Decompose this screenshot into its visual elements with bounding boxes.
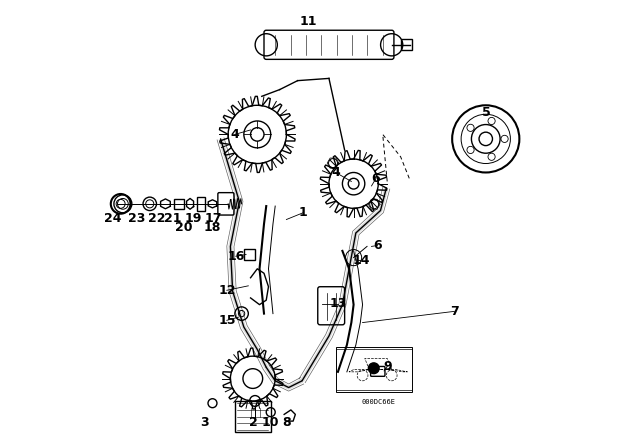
Bar	[244, 249, 255, 260]
Text: 11: 11	[300, 15, 317, 28]
Bar	[235, 401, 271, 432]
Text: 7: 7	[450, 305, 459, 318]
Text: 16: 16	[227, 250, 244, 263]
Text: 12: 12	[218, 284, 236, 297]
Text: 22: 22	[148, 212, 165, 225]
Text: 2: 2	[250, 415, 258, 429]
Text: 9: 9	[383, 360, 392, 373]
Text: 21: 21	[164, 212, 182, 225]
Text: 23: 23	[127, 212, 145, 225]
Bar	[174, 199, 184, 209]
Text: 5: 5	[483, 106, 491, 120]
Text: 1: 1	[299, 206, 307, 220]
Text: 4: 4	[230, 128, 239, 141]
Text: 20: 20	[175, 221, 193, 234]
Text: 19: 19	[184, 212, 202, 225]
Bar	[197, 197, 205, 211]
Text: 24: 24	[104, 212, 122, 225]
Text: 14: 14	[353, 254, 370, 267]
Text: 000DC66E: 000DC66E	[361, 399, 396, 405]
Text: 18: 18	[204, 221, 221, 234]
Text: 17: 17	[205, 212, 222, 225]
Text: 8: 8	[282, 415, 291, 429]
Bar	[401, 39, 412, 50]
Text: 13: 13	[329, 297, 347, 310]
Text: 6: 6	[372, 172, 380, 185]
Text: 6: 6	[373, 239, 381, 252]
Circle shape	[369, 363, 379, 374]
Bar	[336, 347, 412, 392]
Text: 10: 10	[261, 415, 278, 429]
Text: 4: 4	[332, 166, 340, 179]
Text: 15: 15	[218, 314, 236, 327]
Text: 3: 3	[200, 415, 209, 429]
